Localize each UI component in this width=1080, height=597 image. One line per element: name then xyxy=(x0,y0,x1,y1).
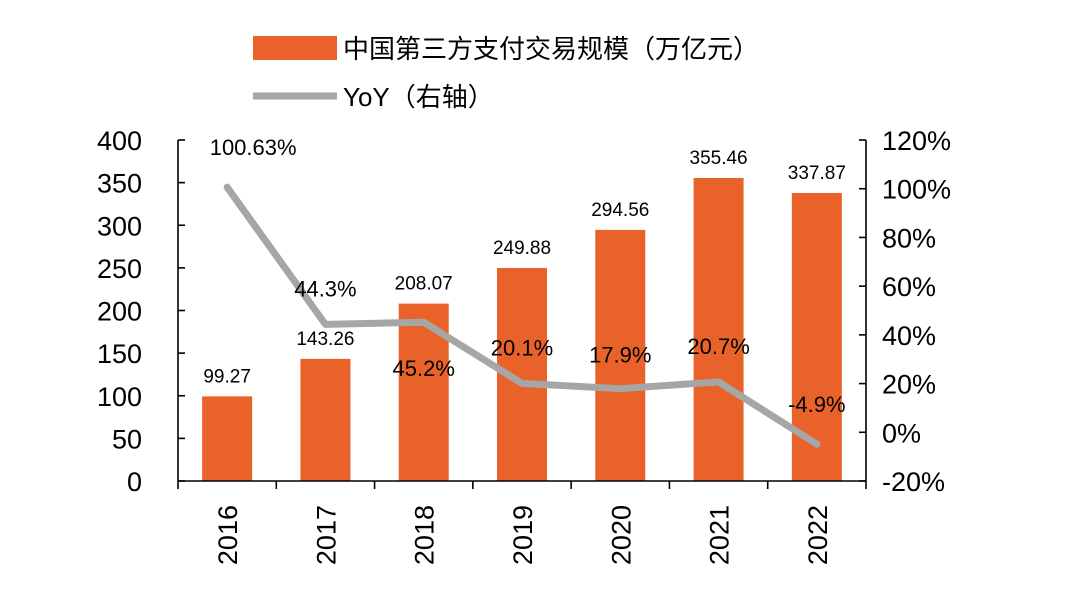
bar-2020 xyxy=(595,229,646,481)
left-tick-label: 300 xyxy=(97,211,142,241)
bar-2016 xyxy=(202,396,253,481)
bar-2022 xyxy=(791,192,842,481)
bar-value-label: 337.87 xyxy=(788,163,846,184)
legend-bar-label: 中国第三方支付交易规模（万亿元） xyxy=(343,34,759,64)
yoy-line xyxy=(223,183,821,448)
bar-value-label: 294.56 xyxy=(591,200,649,221)
bar-2021 xyxy=(693,177,744,482)
right-tick-label: 20% xyxy=(882,370,936,400)
right-tick-label: 120% xyxy=(882,126,951,156)
left-tick-label: 150 xyxy=(97,339,142,369)
left-tick-label: 200 xyxy=(97,297,142,327)
left-tick-label: 350 xyxy=(97,169,142,199)
bar-2017 xyxy=(300,358,351,481)
right-tick-label: 80% xyxy=(882,223,936,253)
yoy-value-label: 20.1% xyxy=(491,335,553,360)
x-tick-label: 2021 xyxy=(705,505,735,565)
yoy-value-label: 44.3% xyxy=(294,276,356,301)
yoy-value-label: 20.7% xyxy=(687,334,749,359)
legend-bar-swatch xyxy=(253,36,337,60)
x-tick-label: 2020 xyxy=(606,505,636,565)
legend-line-label: YoY（右轴） xyxy=(343,82,494,112)
legend: 中国第三方支付交易规模（万亿元） YoY（右轴） xyxy=(253,34,759,112)
right-tick-label: 60% xyxy=(882,272,936,302)
x-tick-label: 2022 xyxy=(803,505,833,565)
x-tick-label: 2017 xyxy=(311,505,341,565)
yoy-value-label: 100.63% xyxy=(210,135,297,160)
bar-value-label: 208.07 xyxy=(395,274,453,295)
x-tick-label: 2019 xyxy=(508,505,538,565)
bar-value-label: 355.46 xyxy=(690,148,748,169)
left-tick-label: 0 xyxy=(127,467,142,497)
left-tick-label: 50 xyxy=(112,424,142,454)
right-tick-label: 40% xyxy=(882,321,936,351)
bar-value-label: 249.88 xyxy=(493,238,551,259)
x-tick-label: 2016 xyxy=(213,505,243,565)
left-tick-label: 100 xyxy=(97,382,142,412)
right-tick-label: -20% xyxy=(882,467,945,497)
x-tick-label: 2018 xyxy=(410,505,440,565)
yoy-value-label: 45.2% xyxy=(393,356,455,381)
right-tick-label: 100% xyxy=(882,175,951,205)
left-tick-label: 400 xyxy=(97,126,142,156)
plot-area: 0 50 100 150 200 250 300 350 400 -20% 0% 20% 40% 60% 8… xyxy=(97,126,951,565)
bar-value-label: 143.26 xyxy=(296,329,354,350)
yoy-value-label: 17.9% xyxy=(589,343,651,368)
yoy-value-label: -4.9% xyxy=(788,392,845,417)
right-tick-label: 0% xyxy=(882,418,921,448)
bar-value-label: 99.27 xyxy=(203,366,251,387)
left-tick-label: 250 xyxy=(97,254,142,284)
